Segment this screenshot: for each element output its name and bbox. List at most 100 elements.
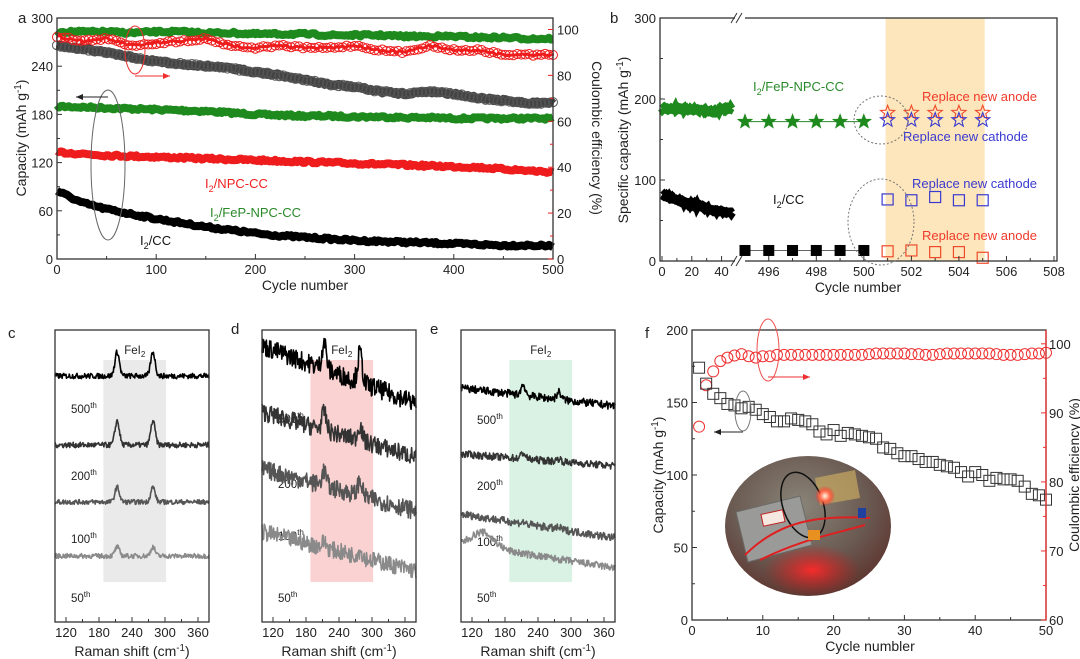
spectrum-cycle-label-text: 50 [477,593,490,605]
star-marker [855,113,872,129]
raman-spectrum-100th [460,510,616,542]
x-axis-label-text: Raman shift (cm [480,643,582,659]
data-point [401,46,412,57]
ce-data-point [898,347,911,360]
panel-b-chart: 0 20 40 496 498 500 502 504 506 508 0 100 200 300 Cycl… [615,11,1065,295]
ce-data-point [891,347,904,360]
data-point [301,75,312,86]
series-label-cc-text-end: /CC [782,192,804,207]
ce-data-point [714,355,727,368]
data-point [123,40,134,51]
x-tick-label: 502 [901,264,923,279]
spectrum-cycle-label: 200th [477,478,503,493]
series-label-text-end: /FeP-NPC-CC [219,205,301,220]
data-point [440,44,451,55]
y-axis-label-text-end: ) [615,57,631,62]
data-point [218,39,229,50]
ce-data-point [785,348,798,361]
data-point [536,49,547,60]
data-point [262,41,273,52]
y-axis-label-text-end: ) [650,417,666,422]
data-point [421,87,432,98]
data-point [242,66,253,77]
data-point [171,59,182,70]
data-point [500,49,511,60]
spectrum-cycle-label-script: th [90,401,97,410]
y-tick-label: 50 [674,541,688,556]
data-point [424,86,435,97]
x-tick-label: 40 [714,264,728,279]
y-axis-label-script: -1 [13,84,24,93]
y-axis-label-text-end: ) [13,80,29,85]
spectrum-cycle-label: 500th [477,412,503,427]
data-point [258,41,269,52]
feI2-band-label: FeI2 [124,345,146,359]
data-point [520,98,531,109]
series-label-cc-text: I [773,192,777,207]
data-point [159,56,170,67]
ce-data-point [721,351,734,364]
x-tick-label: 240 [328,625,350,640]
data-point [119,50,130,61]
ce-data-point [707,365,720,378]
data-point [484,47,495,58]
data-point [432,42,443,53]
ce-data-point [806,348,819,361]
y-tick-label: 100 [666,468,688,483]
data-point [298,75,309,86]
open-square-marker [976,194,989,207]
data-point [246,67,257,78]
data-point [79,35,90,46]
panel-letter-e: e [430,321,438,338]
capacity-data-point [841,426,854,439]
annotation-ellipse-ce [124,25,146,75]
y-tick-label: 0 [557,252,564,267]
data-point [186,59,197,70]
data-point [282,41,293,52]
data-point [512,96,523,107]
ce-data-point [905,348,918,361]
data-point [480,94,491,105]
data-point [151,55,162,66]
data-point [63,42,74,53]
data-point [103,34,114,45]
data-point [329,42,340,53]
spectrum-cycle-label-script: th [496,478,503,487]
data-point [492,95,503,106]
open-star-marker [879,111,897,128]
data-point [190,35,201,46]
ce-data-point [955,347,968,360]
x-tick-label: 0 [53,262,60,277]
open-star-marker [902,111,920,128]
data-point [504,96,515,107]
x-tick-label: 300 [344,262,366,277]
series-label: I2/FeP-NPC-CC [210,205,301,223]
data-point [250,66,261,77]
square-marker [810,244,822,256]
ce-data-point [735,348,748,361]
spectrum-cycle-label-text: 500 [477,415,496,427]
ce-data-point [827,348,840,361]
panel-letter-b: b [610,10,618,27]
data-point [274,40,285,51]
panel-letter-d: d [231,321,239,338]
spectrum-cycle-label-script: th [291,590,298,599]
data-point [258,67,269,78]
data-point [194,60,205,71]
feI2-band-label-script: 2 [547,350,552,359]
data-point [59,32,70,43]
data-point [305,75,316,86]
y-tick-label: 150 [666,396,688,411]
x-tick-label: 360 [394,625,416,640]
open-star-marker [926,103,944,121]
data-point [460,91,471,102]
y-tick-label: 100 [557,22,579,37]
data-point [127,40,138,51]
data-point [91,34,102,45]
star-marker [736,113,754,129]
x-axis-label: Raman shift (cm-1) [480,643,595,659]
data-point [155,38,166,49]
x-tick-label: 10 [756,623,770,638]
data-point [373,45,384,56]
